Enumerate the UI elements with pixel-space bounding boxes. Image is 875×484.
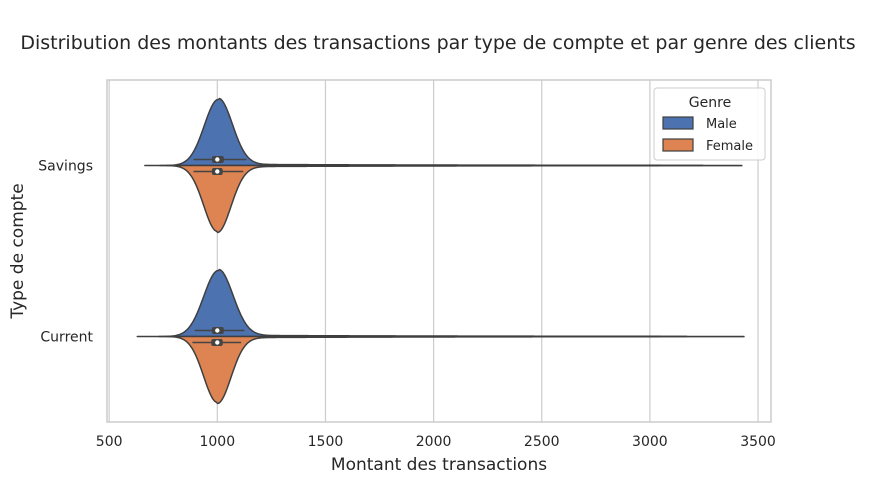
y-tick-current: Current	[40, 330, 93, 346]
legend-title: Genre	[689, 95, 731, 111]
legend: Genre Male Female	[653, 87, 766, 161]
x-tick-1000: 1000	[199, 434, 235, 450]
legend-swatch-female	[662, 138, 694, 152]
x-tick-labels: 500 1000 1500 2000 2500 3000 3500	[96, 434, 776, 450]
legend-swatch-male	[662, 116, 694, 130]
violin-female-savings	[144, 164, 743, 234]
x-tick-2500: 2500	[524, 434, 560, 450]
x-tick-3000: 3000	[632, 434, 668, 450]
median-male-current	[215, 328, 220, 333]
legend-label-male: Male	[706, 117, 737, 132]
x-tick-500: 500	[96, 434, 123, 450]
box-markers	[192, 156, 247, 346]
x-tick-1500: 1500	[308, 434, 344, 450]
median-female-savings	[215, 169, 220, 174]
x-axis-label: Montant des transactions	[331, 455, 547, 475]
violin-male-current	[158, 268, 688, 338]
median-male-savings	[215, 157, 220, 162]
x-tick-3500: 3500	[740, 434, 776, 450]
legend-label-female: Female	[706, 139, 753, 154]
chart-title: Distribution des montants des transactio…	[20, 32, 855, 54]
y-tick-labels: Savings Current	[38, 159, 93, 346]
y-tick-savings: Savings	[38, 159, 93, 175]
plot-frame	[106, 79, 772, 423]
median-female-current	[215, 340, 220, 345]
y-axis-label: Type de compte	[8, 183, 28, 319]
x-tick-2000: 2000	[416, 434, 452, 450]
violin-male-savings	[159, 97, 704, 167]
violins	[136, 97, 745, 405]
violin-female-current	[136, 335, 745, 405]
